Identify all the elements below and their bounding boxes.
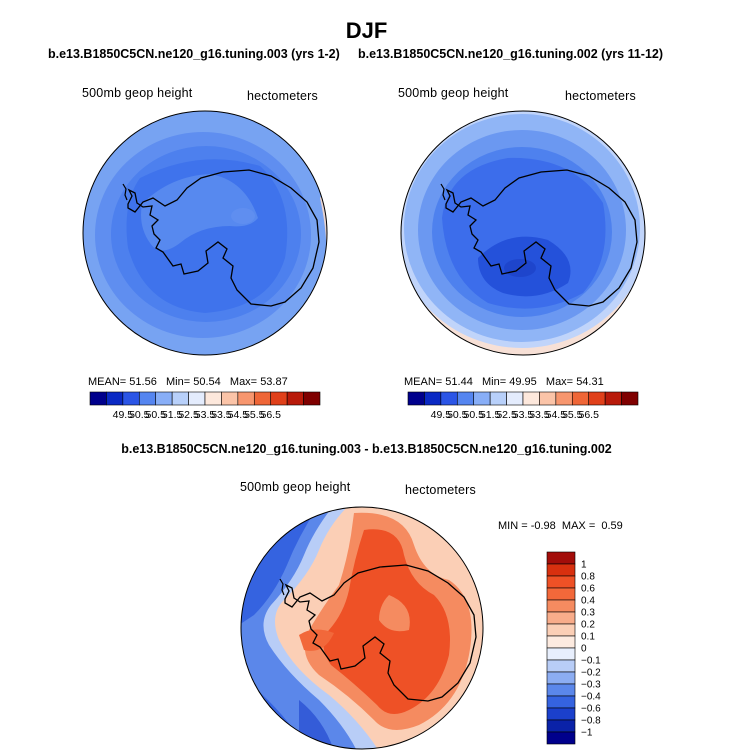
panel1-colorbar: 49.550.550.551.552.553.553.554.555.556.5 [89,391,321,421]
figure-title: DJF [345,18,388,43]
colorbar-tick-label: 50.5 [463,409,484,421]
legend-level-label: 0.8 [581,572,595,583]
colorbar-swatch [155,391,173,406]
colorbar-swatch [539,391,557,406]
colorbar-tick-label: 49.5 [431,409,452,421]
legend-level-label: −0.4 [581,692,601,703]
panel1-stats: MEAN= 51.56 Min= 50.54 Max= 53.87 [88,376,288,388]
colorbar-tick-label: 53.5 [529,409,550,421]
colorbar-swatch [588,391,606,406]
colorbar-swatch [440,391,458,406]
colorbar-tick-label: 50.5 [447,409,468,421]
difference-units-label: hectometers [405,483,476,497]
colorbar-swatch [188,391,206,406]
colorbar-tick-label: 53.5 [513,409,534,421]
colorbar-swatch [555,391,573,406]
colorbar-swatch [604,391,622,406]
difference-legend: 10.80.60.40.30.20.10−0.1−0.2−0.3−0.4−0.6… [546,551,601,745]
legend-level-label: 0.4 [581,596,595,607]
panel1-units-label: hectometers [247,89,318,103]
colorbar-swatch [489,391,507,406]
colorbar-swatch [237,391,255,406]
colorbar-swatch [171,391,189,406]
legend-level-label: 1 [581,560,587,571]
legend-level-label: 0.1 [581,632,595,643]
legend-level-label: −0.1 [581,656,601,667]
legend-swatch [546,623,576,637]
colorbar-tick-label: 54.5 [546,409,567,421]
colorbar-swatch [106,391,124,406]
legend-swatch [546,611,576,625]
colorbar-swatch [122,391,140,406]
colorbar-tick-label: 55.5 [562,409,583,421]
panel2-units-label: hectometers [565,89,636,103]
panel2-field-label: 500mb geop height [398,86,509,100]
colorbar-swatch [138,391,157,406]
colorbar-tick-label: 51.5 [162,409,183,421]
colorbar-tick-label: 56.5 [260,409,281,421]
colorbar-tick-label: 54.5 [228,409,249,421]
legend-swatch [546,707,576,721]
difference-map [240,506,484,750]
legend-swatch [546,575,576,589]
legend-level-label: −1 [581,728,593,739]
panel2-stats: MEAN= 51.44 Min= 49.95 Max= 54.31 [404,376,604,388]
colorbar-swatch [270,391,288,406]
panel2-map [400,110,646,356]
legend-swatch [546,671,576,685]
colorbar-tick-label: 50.5 [145,409,166,421]
legend-swatch [546,599,576,613]
colorbar-swatch [621,391,639,406]
legend-level-label: 0.6 [581,584,595,595]
colorbar-swatch [522,391,540,406]
legend-swatch [546,683,576,697]
case-b-label: b.e13.B1850C5CN.ne120_g16.tuning.002 (yr… [358,47,664,61]
legend-swatch [546,563,576,577]
legend-level-label: 0.2 [581,620,595,631]
colorbar-tick-label: 55.5 [244,409,265,421]
colorbar-swatch [286,391,304,406]
legend-swatch [546,731,576,745]
colorbar-swatch [473,391,491,406]
legend-swatch [546,695,576,709]
panel1-field-label: 500mb geop height [82,86,193,100]
colorbar-tick-label: 52.5 [178,409,199,421]
colorbar-tick-label: 49.5 [113,409,134,421]
difference-field-label: 500mb geop height [240,480,351,494]
legend-level-label: 0 [581,644,587,655]
legend-swatch [546,719,576,733]
legend-swatch [546,635,576,649]
case-a-label: b.e13.B1850C5CN.ne120_g16.tuning.003 (yr… [48,47,340,61]
colorbar-swatch [407,391,425,406]
colorbar-tick-label: 53.5 [211,409,232,421]
legend-swatch [546,647,576,661]
legend-swatch [546,659,576,673]
colorbar-tick-label: 53.5 [195,409,216,421]
panel2-colorbar: 49.550.550.551.552.553.553.554.555.556.5 [407,391,639,421]
colorbar-tick-label: 52.5 [496,409,517,421]
colorbar-tick-label: 56.5 [578,409,599,421]
colorbar-swatch [303,391,321,406]
legend-level-label: −0.2 [581,668,601,679]
colorbar-swatch [253,391,272,406]
legend-level-label: 0.3 [581,608,595,619]
colorbar-swatch [221,391,239,406]
colorbar-swatch [571,391,590,406]
legend-swatch [546,551,576,565]
legend-level-label: −0.8 [581,716,601,727]
colorbar-tick-label: 50.5 [129,409,150,421]
colorbar-swatch [89,391,107,406]
difference-minmax: MIN = -0.98 MAX = 0.59 [498,520,623,532]
colorbar-swatch [424,391,442,406]
colorbar-swatch [456,391,475,406]
panel1-map [82,110,328,356]
difference-title: b.e13.B1850C5CN.ne120_g16.tuning.003 - b… [121,442,612,456]
legend-level-label: −0.3 [581,680,601,691]
legend-swatch [546,587,576,601]
legend-level-label: −0.6 [581,704,601,715]
colorbar-swatch [204,391,222,406]
colorbar-tick-label: 51.5 [480,409,501,421]
colorbar-swatch [506,391,524,406]
